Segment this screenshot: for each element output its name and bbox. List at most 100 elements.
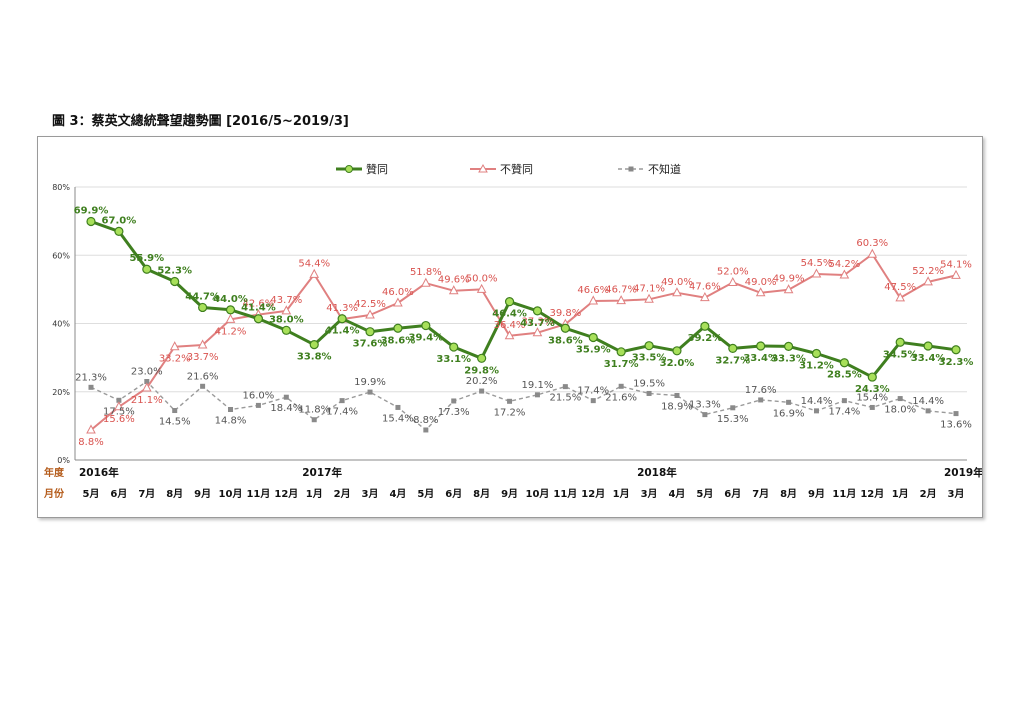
month-label: 1月: [892, 488, 909, 500]
data-label-disapprove: 33.7%: [187, 352, 219, 363]
point-approve: [449, 342, 459, 352]
data-label-approve: 33.1%: [436, 354, 471, 365]
data-label-unknown: 17.2%: [494, 407, 526, 418]
point-unknown: [897, 396, 903, 402]
data-label-unknown: 21.6%: [605, 392, 637, 403]
data-label-disapprove: 46.0%: [382, 287, 414, 298]
point-approve: [114, 226, 124, 236]
data-label-disapprove: 47.1%: [633, 283, 665, 294]
data-label-disapprove: 52.2%: [912, 266, 944, 277]
month-label: 8月: [780, 488, 797, 500]
point-disapprove: [644, 293, 654, 303]
point-approve: [728, 343, 738, 354]
data-label-unknown: 8.8%: [413, 415, 438, 426]
y-tick-label: 20%: [52, 388, 70, 397]
data-label-disapprove: 41.2%: [215, 326, 247, 337]
month-label: 2月: [920, 488, 937, 500]
data-label-unknown: 19.9%: [354, 377, 386, 388]
series-line-disapprove: [90, 253, 957, 431]
month-label: 11月: [553, 488, 577, 500]
data-label-disapprove: 41.3%: [326, 303, 358, 314]
point-disapprove: [141, 382, 152, 392]
series-line-approve: [90, 220, 957, 379]
point-disapprove: [783, 284, 794, 294]
data-label-unknown: 14.8%: [215, 415, 247, 426]
data-label-approve: 41.4%: [241, 303, 276, 314]
data-label-disapprove: 43.7%: [270, 295, 302, 306]
point-disapprove: [867, 248, 878, 258]
point-unknown: [172, 408, 178, 414]
data-label-unknown: 18.9%: [661, 402, 693, 413]
data-label-unknown: 17.4%: [577, 386, 609, 397]
point-approve: [756, 341, 766, 351]
data-label-approve: 33.4%: [911, 353, 946, 364]
data-label-disapprove: 50.0%: [466, 273, 498, 284]
point-approve: [811, 348, 822, 359]
data-label-unknown: 16.0%: [243, 390, 275, 401]
data-label-disapprove: 54.4%: [298, 258, 330, 269]
data-label-disapprove: 51.8%: [410, 267, 442, 278]
month-label: 12月: [860, 488, 884, 500]
data-label-approve: 67.0%: [102, 215, 137, 226]
point-approve: [532, 306, 543, 316]
data-label-disapprove: 37.3%: [522, 317, 554, 328]
point-approve: [337, 314, 347, 324]
point-approve: [198, 302, 208, 313]
data-label-approve: 33.8%: [297, 352, 332, 363]
data-label-approve: 32.3%: [939, 357, 974, 368]
data-label-approve: 44.7%: [185, 291, 220, 302]
data-label-approve: 43.7%: [520, 318, 555, 329]
point-approve: [783, 341, 794, 351]
point-approve: [839, 358, 849, 368]
point-unknown: [646, 390, 652, 396]
point-disapprove: [365, 309, 375, 319]
data-label-unknown: 16.9%: [773, 408, 805, 419]
data-label-disapprove: 21.1%: [131, 395, 163, 406]
data-label-approve: 24.3%: [855, 384, 890, 395]
data-label-approve: 31.2%: [799, 361, 834, 372]
data-label-disapprove: 33.2%: [159, 354, 191, 365]
data-label-unknown: 18.0%: [884, 405, 916, 416]
point-approve: [477, 353, 487, 363]
point-disapprove: [532, 327, 543, 337]
data-label-unknown: 14.5%: [159, 417, 191, 428]
data-label-disapprove: 49.6%: [438, 275, 470, 286]
month-label: 4月: [668, 488, 685, 500]
data-label-disapprove: 39.8%: [549, 308, 581, 319]
point-approve: [281, 325, 291, 335]
data-label-disapprove: 54.5%: [801, 258, 833, 269]
point-disapprove: [448, 285, 459, 295]
month-label: 1月: [613, 488, 630, 500]
month-label: 5月: [696, 488, 713, 500]
point-unknown: [200, 383, 206, 389]
data-label-unknown: 21.5%: [549, 393, 581, 404]
data-label-disapprove: 42.6%: [243, 299, 275, 310]
data-label-approve: 28.5%: [827, 370, 862, 381]
data-label-approve: 33.5%: [632, 353, 667, 364]
month-label: 12月: [581, 488, 605, 500]
point-unknown: [590, 398, 596, 404]
year-label: 2018年: [637, 466, 677, 479]
month-label: 7月: [138, 488, 155, 500]
month-label: 3月: [641, 488, 658, 500]
point-unknown: [702, 412, 708, 418]
point-unknown: [562, 384, 568, 390]
data-label-approve: 52.3%: [157, 266, 192, 277]
data-label-approve: 38.6%: [381, 335, 416, 346]
data-label-unknown: 19.5%: [633, 378, 665, 389]
point-unknown: [367, 389, 373, 395]
legend-unknown-label: 不知道: [648, 162, 681, 176]
month-label: 6月: [724, 488, 741, 500]
data-label-disapprove: 49.9%: [773, 274, 805, 285]
point-unknown: [618, 383, 624, 389]
point-approve: [923, 341, 933, 351]
month-label: 9月: [194, 488, 211, 500]
point-disapprove: [923, 276, 933, 286]
month-label: 11月: [246, 488, 270, 500]
point-approve: [951, 345, 961, 355]
month-label: 7月: [752, 488, 769, 500]
point-disapprove: [421, 277, 431, 287]
legend-unknown-marker: [628, 166, 634, 172]
point-approve: [253, 314, 264, 324]
data-label-unknown: 15.3%: [717, 414, 749, 425]
